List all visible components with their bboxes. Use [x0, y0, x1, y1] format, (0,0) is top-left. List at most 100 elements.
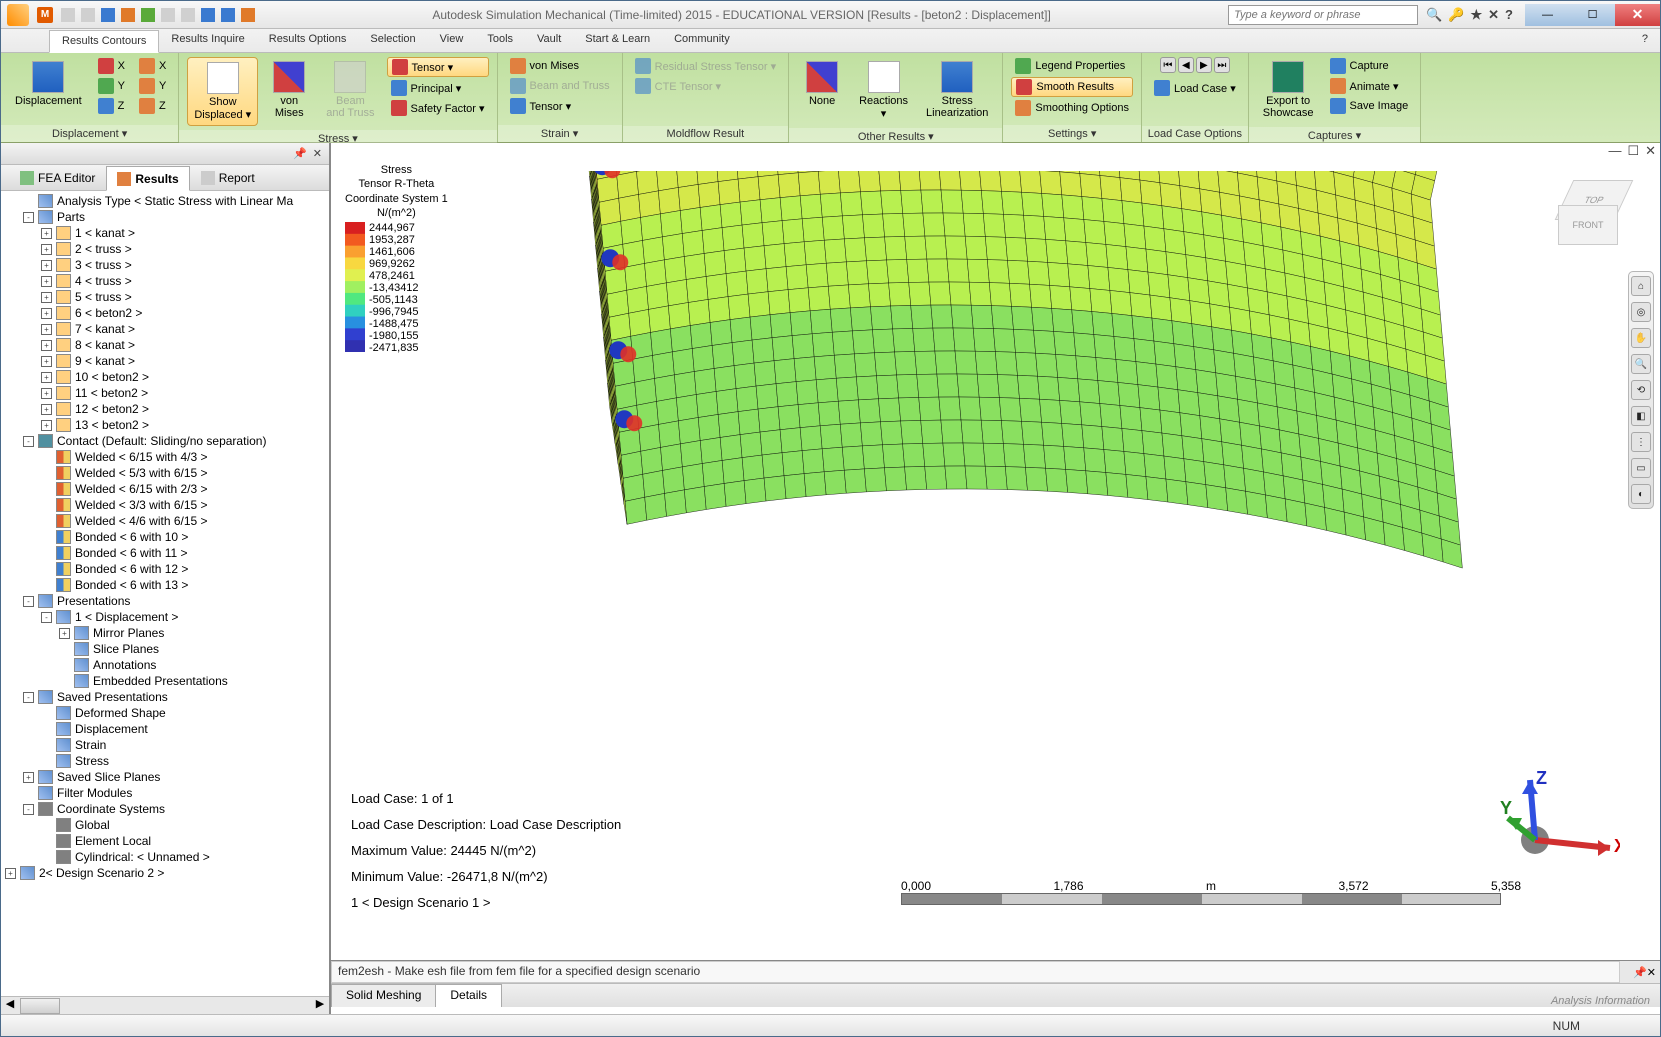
tree-item[interactable]: +10 < beton2 >: [1, 369, 329, 385]
disp-z[interactable]: Z: [94, 97, 129, 115]
reactions-button[interactable]: Reactions ▾: [853, 57, 914, 124]
tree-item[interactable]: -Contact (Default: Sliding/no separation…: [1, 433, 329, 449]
strain-tensor[interactable]: Tensor ▾: [506, 97, 614, 115]
tree-item[interactable]: -Coordinate Systems: [1, 801, 329, 817]
tab-report[interactable]: Report: [190, 165, 266, 190]
qat-redo-icon[interactable]: [181, 8, 195, 22]
captures-label[interactable]: Captures ▾: [1249, 127, 1420, 144]
loadcase-prev-icon[interactable]: ◀: [1178, 57, 1194, 73]
ribbon-tab-results-contours[interactable]: Results Contours: [49, 30, 159, 53]
panel-close-icon[interactable]: ✕: [310, 147, 325, 160]
qat-book-icon[interactable]: [121, 8, 135, 22]
viewcube[interactable]: TOP FRONT: [1550, 175, 1640, 245]
strain-group-label[interactable]: Strain ▾: [498, 125, 622, 142]
tree-item[interactable]: Annotations: [1, 657, 329, 673]
ribbon-tab-vault[interactable]: Vault: [525, 29, 573, 52]
window-minimize[interactable]: —: [1525, 4, 1570, 26]
tab-results[interactable]: Results: [106, 166, 189, 191]
tree-item[interactable]: +2< Design Scenario 2 >: [1, 865, 329, 881]
pan-icon[interactable]: ✋: [1631, 328, 1651, 348]
smoothing-options[interactable]: Smoothing Options: [1011, 99, 1133, 117]
viewport-canvas[interactable]: StressTensor R-ThetaCoordinate System 1N…: [331, 161, 1660, 960]
tree-item[interactable]: Slice Planes: [1, 641, 329, 657]
tree-item[interactable]: Welded < 4/6 with 6/15 >: [1, 513, 329, 529]
qat-new-icon[interactable]: [61, 8, 75, 22]
tree-item[interactable]: +13 < beton2 >: [1, 417, 329, 433]
tree-item[interactable]: -Parts: [1, 209, 329, 225]
panel-pin-icon[interactable]: 📌: [290, 147, 310, 160]
ribbon-tab-results-inquire[interactable]: Results Inquire: [159, 29, 256, 52]
tree-scrollbar[interactable]: ◀▶: [1, 996, 329, 1014]
tree-item[interactable]: Element Local: [1, 833, 329, 849]
tree-item[interactable]: +6 < beton2 >: [1, 305, 329, 321]
tree-item[interactable]: +4 < truss >: [1, 273, 329, 289]
animate-btn[interactable]: Animate ▾: [1326, 77, 1413, 95]
bottom-tab-solid-meshing[interactable]: Solid Meshing: [331, 984, 436, 1007]
qat-open-icon[interactable]: [81, 8, 95, 22]
cmd-pin-icon[interactable]: 📌: [1633, 966, 1647, 979]
tree-item[interactable]: +12 < beton2 >: [1, 401, 329, 417]
home-icon[interactable]: ⌂: [1631, 276, 1651, 296]
tree-item[interactable]: Bonded < 6 with 13 >: [1, 577, 329, 593]
more-nav-icon[interactable]: ⋮: [1631, 432, 1651, 452]
disp-y[interactable]: Y: [94, 77, 129, 95]
rot-y[interactable]: Y: [135, 77, 170, 95]
favorite-icon[interactable]: ★: [1470, 7, 1482, 23]
model-tree[interactable]: Analysis Type < Static Stress with Linea…: [1, 191, 329, 996]
wheel-icon[interactable]: ◎: [1631, 302, 1651, 322]
qat-down-icon[interactable]: [221, 8, 235, 22]
vp-close-icon[interactable]: ✕: [1645, 143, 1656, 161]
settings-label[interactable]: Settings ▾: [1003, 125, 1141, 142]
tree-item[interactable]: Bonded < 6 with 12 >: [1, 561, 329, 577]
ribbon-tab-view[interactable]: View: [428, 29, 476, 52]
tree-item[interactable]: Strain: [1, 737, 329, 753]
tree-item[interactable]: Displacement: [1, 721, 329, 737]
help-icon[interactable]: ?: [1505, 7, 1513, 22]
rot-z[interactable]: Z: [135, 97, 170, 115]
ribbon-help-icon[interactable]: ?: [1630, 29, 1660, 52]
tree-item[interactable]: Bonded < 6 with 11 >: [1, 545, 329, 561]
search-input[interactable]: [1228, 5, 1418, 25]
key-icon[interactable]: 🔑: [1448, 7, 1464, 23]
ribbon-tab-community[interactable]: Community: [662, 29, 742, 52]
tree-item[interactable]: +8 < kanat >: [1, 337, 329, 353]
stress-lin-button[interactable]: Stress Linearization: [920, 57, 994, 123]
displacement-button[interactable]: Displacement: [9, 57, 88, 111]
ribbon-tab-results-options[interactable]: Results Options: [257, 29, 359, 52]
tree-item[interactable]: -Saved Presentations: [1, 689, 329, 705]
disp-x[interactable]: X: [94, 57, 129, 75]
exchange-icon[interactable]: ✕: [1488, 7, 1499, 23]
tree-item[interactable]: +9 < kanat >: [1, 353, 329, 369]
tree-item[interactable]: +7 < kanat >: [1, 321, 329, 337]
displacement-group-label[interactable]: Displacement ▾: [1, 125, 178, 142]
qat-cube-icon[interactable]: [141, 8, 155, 22]
tree-item[interactable]: +5 < truss >: [1, 289, 329, 305]
tree-item[interactable]: +3 < truss >: [1, 257, 329, 273]
loadcase-next-icon[interactable]: ▶: [1196, 57, 1212, 73]
qat-up-icon[interactable]: [201, 8, 215, 22]
orbit-icon[interactable]: ⟲: [1631, 380, 1651, 400]
rot-x[interactable]: X: [135, 57, 170, 75]
loadcase-last-icon[interactable]: ⏭: [1214, 57, 1230, 73]
loadcase-first-icon[interactable]: ⏮: [1160, 57, 1176, 73]
tree-item[interactable]: -1 < Displacement >: [1, 609, 329, 625]
tree-item[interactable]: Global: [1, 817, 329, 833]
tree-item[interactable]: +11 < beton2 >: [1, 385, 329, 401]
tree-item[interactable]: +1 < kanat >: [1, 225, 329, 241]
capture-btn[interactable]: Capture: [1326, 57, 1413, 75]
tree-item[interactable]: +2 < truss >: [1, 241, 329, 257]
zoom-icon[interactable]: 🔍: [1631, 354, 1651, 374]
ribbon-tab-start-learn[interactable]: Start & Learn: [573, 29, 662, 52]
perspective-icon[interactable]: ▭: [1631, 458, 1651, 478]
ribbon-tab-selection[interactable]: Selection: [358, 29, 427, 52]
cmd-close-icon[interactable]: ✕: [1647, 966, 1656, 979]
bottom-tab-details[interactable]: Details: [435, 984, 502, 1007]
ribbon-tab-tools[interactable]: Tools: [475, 29, 525, 52]
save-image-btn[interactable]: Save Image: [1326, 97, 1413, 115]
vp-minimize-icon[interactable]: —: [1608, 143, 1621, 161]
shading-icon[interactable]: ◐: [1631, 484, 1651, 504]
tensor-button[interactable]: Tensor ▾: [387, 57, 489, 77]
tab-fea-editor[interactable]: FEA Editor: [9, 165, 106, 190]
load-case-dropdown[interactable]: Load Case ▾: [1150, 79, 1240, 97]
tree-item[interactable]: Analysis Type < Static Stress with Linea…: [1, 193, 329, 209]
